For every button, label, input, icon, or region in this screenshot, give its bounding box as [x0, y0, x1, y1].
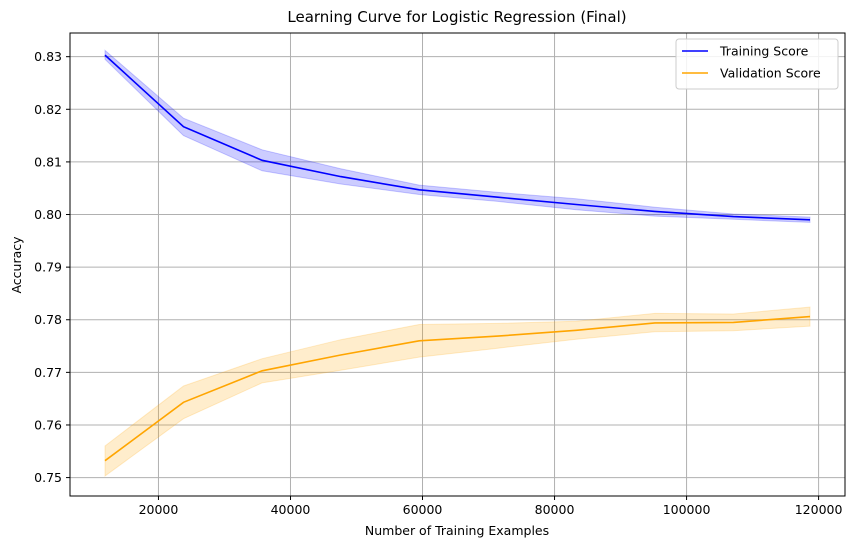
series-lines — [104, 54, 811, 462]
grid-lines — [70, 33, 845, 496]
y-tick-label: 0.80 — [34, 207, 62, 222]
x-tick-label: 60000 — [403, 502, 443, 517]
legend-label: Validation Score — [720, 66, 821, 81]
y-tick-label: 0.82 — [34, 102, 62, 117]
x-tick-label: 20000 — [139, 502, 179, 517]
line-training — [104, 54, 811, 221]
x-tick-label: 100000 — [663, 502, 711, 517]
legend: Training Score Validation Score — [675, 38, 839, 90]
y-tick-label: 0.81 — [34, 154, 62, 169]
plot-frame — [69, 32, 846, 497]
chart-title: Learning Curve for Logistic Regression (… — [287, 8, 626, 26]
y-tick-label: 0.83 — [34, 49, 62, 64]
y-tick-label: 0.75 — [34, 470, 62, 485]
y-tick-label: 0.76 — [34, 417, 62, 432]
y-tick-label: 0.77 — [34, 365, 62, 380]
legend-box — [675, 38, 839, 90]
x-tick-label: 120000 — [795, 502, 843, 517]
confidence-bands — [104, 49, 811, 477]
y-axis-title: Accuracy — [9, 236, 24, 294]
y-axis-ticks: 0.75 0.76 0.77 0.78 0.79 0.80 0.81 0.82 0.83 — [34, 49, 70, 485]
band-validation — [104, 306, 811, 477]
x-tick-label: 80000 — [535, 502, 575, 517]
y-tick-label: 0.79 — [34, 260, 62, 275]
x-tick-label: 40000 — [271, 502, 311, 517]
x-axis-title: Number of Training Examples — [365, 523, 549, 538]
legend-label: Training Score — [719, 44, 809, 59]
line-validation — [104, 315, 811, 462]
y-tick-label: 0.78 — [34, 312, 62, 327]
band-training — [104, 49, 811, 223]
x-axis-ticks: 20000 40000 60000 80000 100000 120000 — [139, 496, 843, 517]
